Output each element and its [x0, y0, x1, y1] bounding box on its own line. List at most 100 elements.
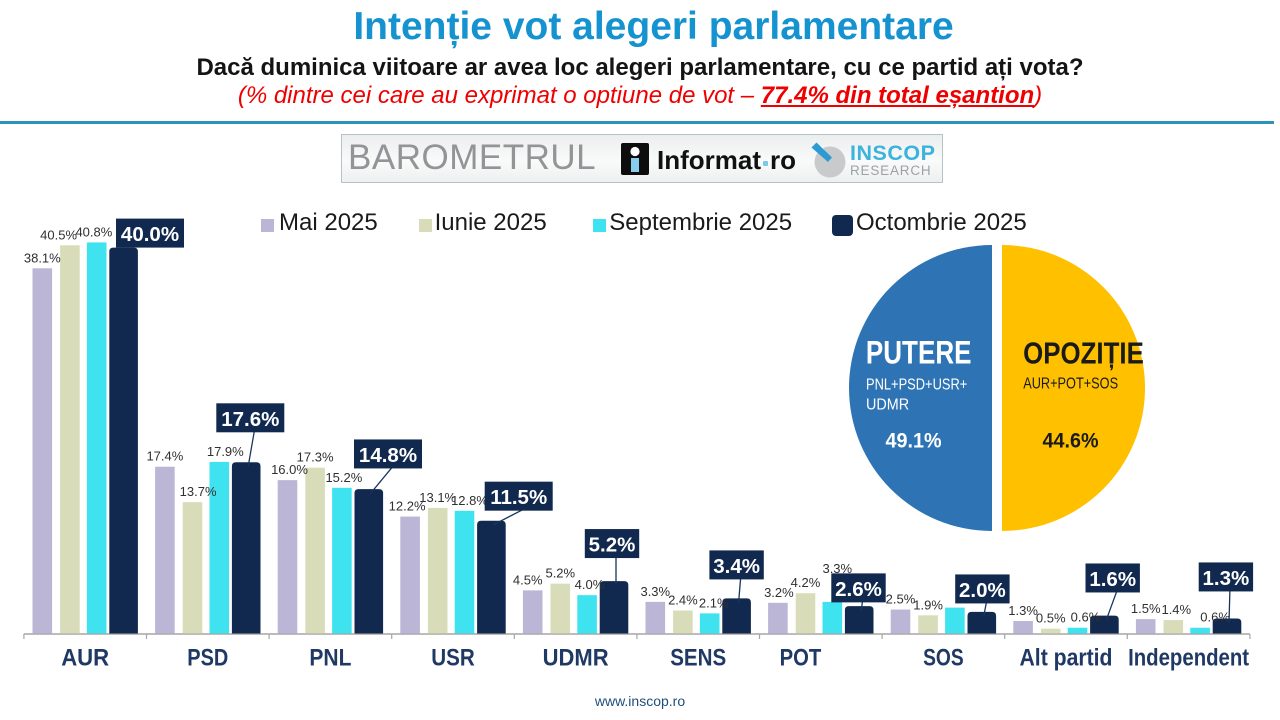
bar-sens-octombrie — [722, 598, 751, 634]
bar-usr-septembrie — [454, 510, 475, 634]
value-label: 13.7% — [180, 484, 217, 499]
bar-psd-septembrie — [209, 461, 230, 634]
bar-aur-septembrie — [86, 242, 107, 634]
inscop-logo-research: RESEARCH — [850, 163, 932, 178]
value-label: 4.2% — [791, 575, 821, 590]
value-label: 1.9% — [913, 597, 943, 612]
bar-independent-septembrie — [1190, 627, 1210, 634]
bar-sos-octombrie — [967, 611, 997, 634]
bar-psd-mai — [155, 466, 175, 634]
bar-alt-partid-septembrie — [1067, 627, 1088, 634]
highlight-label: 2.6% — [835, 578, 882, 601]
highlight-label: 11.5% — [490, 486, 547, 509]
inscop-logo-icon — [811, 142, 846, 178]
category-label-aur: AUR — [61, 645, 109, 672]
value-label: 13.1% — [419, 490, 456, 505]
bar-aur-iunie — [60, 245, 80, 634]
legend-label-octombrie: Octombrie 2025 — [856, 208, 1027, 236]
website-link: www.inscop.ro — [594, 693, 686, 709]
category-label-sens: SENS — [670, 645, 726, 672]
value-label: 2.4% — [668, 592, 698, 607]
legend-swatch-septembrie — [592, 219, 606, 232]
highlight-label: 1.3% — [1203, 567, 1250, 590]
value-label: 38.1% — [24, 250, 61, 265]
highlight-label-box — [354, 439, 422, 469]
legend-label-iunie: Iunie 2025 — [434, 208, 547, 236]
bar-psd-octombrie — [231, 462, 261, 634]
page-title: Intenție vot alegeri parlamentare — [353, 5, 954, 48]
bar-sens-iunie — [673, 610, 693, 634]
barometrul-logo-text: BAROMETRUL — [348, 138, 597, 177]
highlight-label-box — [216, 403, 285, 433]
informat-dot-icon — [763, 161, 768, 166]
category-label-pnl: PNL — [309, 645, 351, 672]
note-suffix: ) — [1034, 82, 1043, 109]
bar-aur-octombrie — [109, 247, 138, 634]
highlight-label-box — [1198, 562, 1254, 592]
pie-slice-putere — [849, 245, 992, 531]
highlight-label-box — [955, 574, 1010, 604]
bar-alt-partid-iunie — [1040, 628, 1061, 634]
bar-pot-octombrie — [844, 606, 874, 634]
value-label: 1.3% — [1008, 603, 1038, 618]
legend-label-septembrie: Septembrie 2025 — [609, 208, 793, 236]
value-label: 17.4% — [146, 449, 183, 464]
category-label-independent: Independent — [1128, 645, 1249, 672]
informat-name: Informat — [657, 145, 761, 175]
bar-sos-iunie — [918, 615, 938, 634]
leader-line — [493, 509, 523, 526]
pie-slice-opozitie — [1002, 245, 1145, 531]
legend-label-mai: Mai 2025 — [279, 208, 378, 236]
value-label: 4.0% — [575, 577, 605, 592]
value-label: 4.5% — [513, 572, 543, 587]
category-label-usr: USR — [431, 645, 475, 672]
value-label: 5.2% — [545, 566, 575, 581]
bar-pot-iunie — [795, 593, 816, 634]
bar-alt-partid-mai — [1013, 621, 1033, 634]
value-label: 16.0% — [271, 462, 308, 477]
bar-udmr-septembrie — [577, 595, 597, 634]
bar-sens-septembrie — [699, 613, 720, 634]
brand-bar: BAROMETRUL Informat ro INSCOP RESEARCH — [341, 134, 943, 183]
pie-sublabel-putere: UDMR — [866, 397, 909, 414]
highlight-label-box — [484, 481, 553, 511]
highlight-label-box — [709, 550, 764, 580]
bar-psd-iunie — [182, 502, 203, 634]
category-label-sos: SOS — [923, 645, 964, 672]
leader-line — [983, 602, 988, 616]
bar-pnl-septembrie — [332, 487, 352, 634]
value-label: 3.3% — [822, 561, 852, 576]
leader-line — [370, 467, 393, 494]
highlight-label: 2.0% — [959, 579, 1006, 602]
leader-line — [1228, 590, 1231, 623]
pie-label-opozitie: OPOZIȚIE — [1023, 336, 1144, 371]
value-label: 3.2% — [764, 585, 794, 600]
value-label: 0.6% — [1200, 610, 1230, 625]
legend-swatch-iunie — [418, 219, 432, 232]
highlight-label: 5.2% — [589, 534, 636, 557]
bar-sens-mai — [645, 601, 666, 634]
informat-logo-text: Informat ro — [657, 145, 796, 176]
pie-value-opozitie: 44.6% — [1043, 430, 1099, 453]
highlight-label-box — [1085, 563, 1140, 593]
note-sample-share: 77.4% din total eșantion — [760, 82, 1035, 109]
highlight-label-box — [116, 218, 184, 248]
bar-pot-septembrie — [822, 601, 843, 634]
category-label-psd: PSD — [187, 645, 228, 672]
highlight-label: 14.8% — [359, 444, 417, 467]
value-label: 12.8% — [451, 493, 488, 508]
bar-aur-mai — [32, 268, 53, 634]
value-label: 40.8% — [75, 224, 112, 239]
bar-pnl-iunie — [305, 467, 325, 634]
bar-usr-mai — [400, 516, 420, 634]
value-label: 12.2% — [389, 499, 426, 514]
inscop-logo-name: INSCOP — [850, 141, 936, 165]
leader-line — [860, 601, 864, 611]
highlight-label: 17.6% — [221, 408, 279, 431]
value-label: 3.3% — [640, 584, 670, 599]
category-label-udmr: UDMR — [543, 645, 609, 672]
leader-line — [1105, 591, 1118, 620]
chart-note: (% dintre cei care au exprimat o optiune… — [0, 82, 1280, 110]
